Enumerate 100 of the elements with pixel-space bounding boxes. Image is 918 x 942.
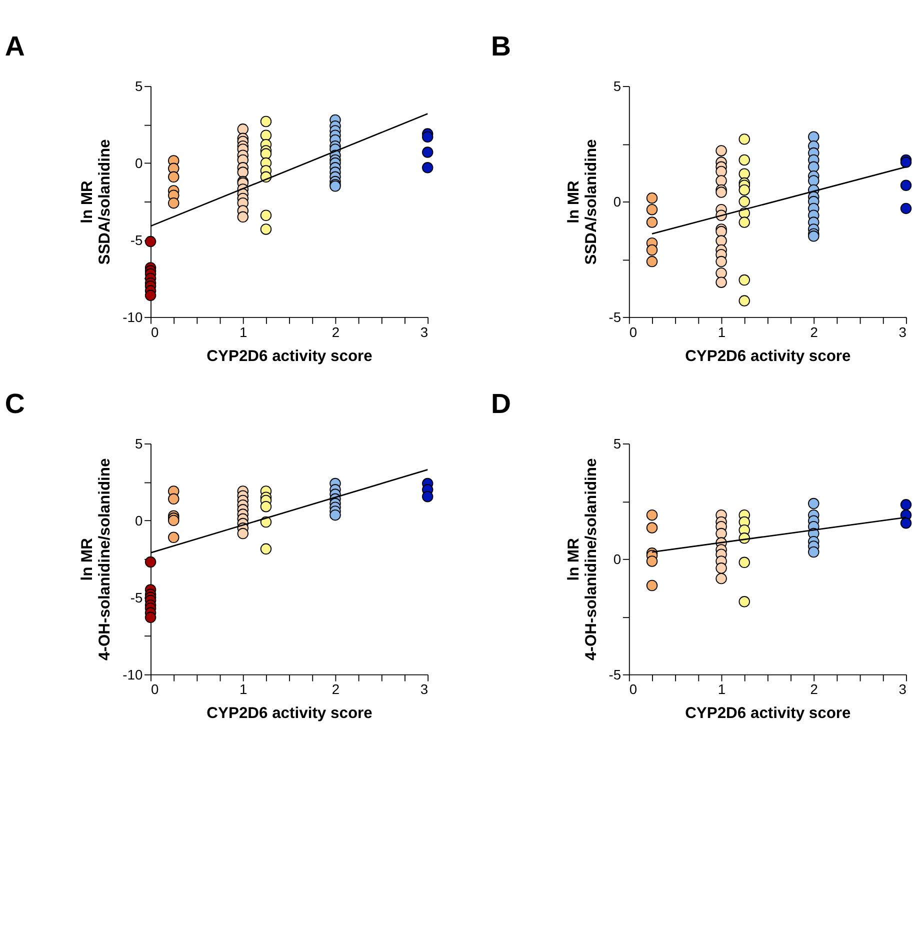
y-tick-label: -5 (608, 666, 622, 682)
point (168, 532, 180, 544)
point (716, 235, 727, 246)
point (260, 500, 272, 512)
point (260, 210, 272, 221)
chart-title: B (491, 30, 512, 62)
point (900, 180, 912, 191)
y-tick-label: 5 (613, 78, 622, 94)
point (900, 202, 912, 214)
point (716, 175, 727, 186)
x-axis-title: CYP2D6 activity score (685, 348, 852, 365)
point (144, 556, 156, 568)
point (646, 256, 658, 268)
point (168, 197, 180, 209)
point (646, 509, 658, 521)
y-tick-label: 0 (613, 194, 622, 210)
point (646, 216, 658, 228)
y-tick-label: -10 (122, 309, 143, 326)
point (422, 162, 434, 174)
point (260, 148, 272, 160)
point (716, 166, 727, 178)
x-tick-label: 1 (240, 681, 248, 698)
point (646, 556, 658, 567)
y-tick-label: 0 (134, 512, 143, 529)
y-tick-label: 0 (613, 551, 622, 568)
point (646, 522, 658, 534)
y-tick-label: -5 (608, 309, 622, 326)
point (738, 295, 750, 306)
x-tick-label: 0 (151, 681, 159, 698)
point (237, 528, 249, 540)
y-tick-label: 5 (613, 436, 622, 452)
point (716, 572, 727, 584)
point (330, 509, 341, 521)
x-tick-label: 2 (332, 681, 340, 698)
x-axis-title: CYP2D6 activity score (206, 705, 373, 722)
x-tick-label: 2 (810, 681, 818, 698)
point (738, 154, 750, 166)
x-tick-label: 1 (718, 324, 726, 340)
point (716, 256, 727, 268)
point (738, 596, 750, 608)
point (716, 276, 727, 288)
y-tick-label: 5 (134, 436, 143, 452)
point (900, 518, 912, 529)
point (168, 171, 180, 183)
point (738, 168, 750, 180)
point (260, 130, 272, 141)
y-axis-title: ln MR SSDA/solanidine (79, 138, 114, 265)
x-tick-label: 3 (898, 324, 907, 340)
point (144, 290, 156, 302)
x-tick-label: 0 (629, 324, 638, 340)
point (716, 145, 727, 156)
point (738, 134, 750, 145)
point (738, 184, 750, 196)
point (900, 156, 912, 168)
chart-title: A (4, 30, 25, 62)
x-axis-title: CYP2D6 activity score (206, 348, 373, 365)
x-tick-label: 0 (151, 324, 159, 340)
x-tick-label: 1 (718, 681, 726, 698)
y-tick-label: -5 (130, 590, 143, 606)
point (237, 211, 249, 223)
y-tick-label: 5 (134, 78, 143, 94)
point (260, 543, 272, 555)
point (808, 230, 820, 242)
x-tick-label: 2 (332, 324, 340, 340)
y-tick-label: -10 (122, 666, 143, 682)
point (808, 546, 820, 558)
point (646, 580, 658, 592)
y-axis-title: ln MR 4-OH-solanidine/solanidine (79, 458, 114, 661)
point (260, 116, 272, 128)
point (900, 499, 912, 510)
point (716, 562, 727, 574)
point (168, 493, 180, 505)
point (646, 192, 658, 204)
point (237, 166, 249, 178)
point (646, 244, 658, 256)
x-tick-label: 3 (898, 681, 907, 698)
x-axis-title: CYP2D6 activity score (685, 705, 852, 722)
point (738, 274, 750, 286)
point (716, 267, 727, 279)
point (738, 196, 750, 208)
point (808, 131, 820, 142)
x-tick-label: 1 (240, 324, 248, 340)
point (716, 226, 727, 238)
y-tick-label: 0 (134, 155, 143, 172)
point (422, 490, 434, 502)
point (144, 236, 156, 248)
point (716, 186, 727, 198)
point (808, 498, 820, 510)
x-tick-label: 2 (810, 324, 818, 340)
y-tick-label: -5 (130, 232, 143, 248)
point (738, 556, 750, 568)
point (738, 216, 750, 228)
point (422, 146, 434, 158)
x-tick-label: 3 (420, 324, 428, 340)
point (716, 528, 727, 540)
x-tick-label: 0 (629, 681, 638, 698)
chart-title: D (491, 388, 512, 420)
point (422, 131, 434, 142)
point (144, 612, 156, 624)
point (646, 204, 658, 216)
